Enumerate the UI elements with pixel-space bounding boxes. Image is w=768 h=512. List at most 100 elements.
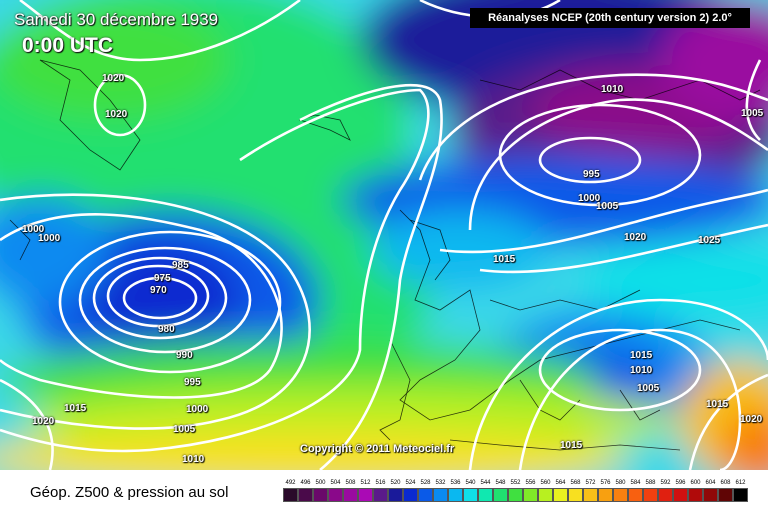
- scale-label: 504: [330, 480, 341, 486]
- scale-label: 496: [300, 480, 311, 486]
- scale-label: 516: [375, 480, 386, 486]
- isobar-label: 1015: [493, 254, 516, 265]
- scale-swatch: [358, 488, 373, 502]
- isobar-label: 1000: [578, 193, 601, 204]
- data-source-label: Réanalyses NCEP (20th century version 2)…: [470, 8, 750, 28]
- scale-swatch: [583, 488, 598, 502]
- scale-item: 512: [358, 478, 373, 502]
- scale-item: 508: [343, 478, 358, 502]
- scale-label: 556: [525, 480, 536, 486]
- scale-swatch: [463, 488, 478, 502]
- scale-label: 500: [315, 480, 326, 486]
- scale-swatch: [643, 488, 658, 502]
- scale-label: 576: [600, 480, 611, 486]
- scale-item: 592: [658, 478, 673, 502]
- geopotential-field: [0, 0, 768, 470]
- scale-swatch: [703, 488, 718, 502]
- scale-swatch: [568, 488, 583, 502]
- scale-label: 600: [690, 480, 701, 486]
- isobar-label: 1010: [630, 365, 653, 376]
- scale-item: 556: [523, 478, 538, 502]
- chart-time: 0:00 UTC: [22, 34, 114, 57]
- scale-item: 540: [463, 478, 478, 502]
- scale-swatch: [688, 488, 703, 502]
- scale-item: 604: [703, 478, 718, 502]
- scale-item: 532: [433, 478, 448, 502]
- scale-label: 540: [465, 480, 476, 486]
- scale-swatch: [538, 488, 553, 502]
- legend-footer: Géop. Z500 & pression au sol 492 496 500 50…: [0, 470, 768, 512]
- scale-swatch: [298, 488, 313, 502]
- isobar-label: 1020: [105, 109, 128, 120]
- scale-swatch: [733, 488, 748, 502]
- scale-label: 528: [420, 480, 431, 486]
- isobar-label: 1000: [38, 233, 61, 244]
- scale-label: 520: [390, 480, 401, 486]
- scale-item: 528: [418, 478, 433, 502]
- scale-swatch: [598, 488, 613, 502]
- scale-item: 588: [643, 478, 658, 502]
- geopotential-map-svg: [0, 0, 768, 470]
- scale-label: 536: [450, 480, 461, 486]
- scale-item: 600: [688, 478, 703, 502]
- scale-item: 516: [373, 478, 388, 502]
- scale-label: 604: [705, 480, 716, 486]
- scale-item: 572: [583, 478, 598, 502]
- scale-label: 508: [345, 480, 356, 486]
- isobars: [0, 0, 768, 470]
- scale-label: 512: [360, 480, 371, 486]
- scale-label: 524: [405, 480, 416, 486]
- isobar-label: 1010: [601, 84, 624, 95]
- scale-item: 576: [598, 478, 613, 502]
- isobar-label: 1015: [706, 399, 729, 410]
- scale-swatch: [493, 488, 508, 502]
- coastlines: [9, 59, 761, 451]
- scale-label: 532: [435, 480, 446, 486]
- scale-swatch: [508, 488, 523, 502]
- scale-item: 552: [508, 478, 523, 502]
- scale-label: 564: [555, 480, 566, 486]
- chart-caption: Géop. Z500 & pression au sol: [30, 484, 229, 501]
- scale-label: 552: [510, 480, 521, 486]
- scale-item: 544: [478, 478, 493, 502]
- isobar-label: 970: [150, 285, 167, 296]
- isobar-label: 975: [154, 273, 171, 284]
- isobar-label: 1020: [32, 416, 55, 427]
- scale-label: 580: [615, 480, 626, 486]
- scale-label: 608: [720, 480, 731, 486]
- isobar-label: 1010: [182, 454, 205, 465]
- isobar-label: 995: [184, 377, 201, 388]
- scale-item: 568: [568, 478, 583, 502]
- scale-label: 560: [540, 480, 551, 486]
- isobar-label: 1000: [186, 404, 209, 415]
- scale-swatch: [628, 488, 643, 502]
- isobar-label: 1005: [637, 383, 660, 394]
- copyright-notice: Copyright © 2011 Meteociel.fr: [300, 443, 455, 455]
- isobar-label: 990: [176, 350, 193, 361]
- color-scale: 492 496 500 504 508 512 516 520 524 528 532 536 540 5…: [283, 478, 748, 502]
- scale-item: 612: [733, 478, 748, 502]
- scale-label: 588: [645, 480, 656, 486]
- scale-swatch: [433, 488, 448, 502]
- scale-swatch: [313, 488, 328, 502]
- scale-item: 580: [613, 478, 628, 502]
- scale-label: 592: [660, 480, 671, 486]
- isobar-label: 1005: [596, 201, 619, 212]
- isobar-label: 1020: [102, 73, 125, 84]
- scale-label: 544: [480, 480, 491, 486]
- scale-label: 612: [735, 480, 746, 486]
- scale-swatch: [478, 488, 493, 502]
- scale-label: 572: [585, 480, 596, 486]
- scale-swatch: [343, 488, 358, 502]
- scale-swatch: [388, 488, 403, 502]
- scale-item: 504: [328, 478, 343, 502]
- isobar-label: 1005: [173, 424, 196, 435]
- isobar-label: 985: [172, 260, 189, 271]
- scale-swatch: [613, 488, 628, 502]
- weather-map: [0, 0, 768, 470]
- scale-item: 496: [298, 478, 313, 502]
- isobar-label: 1015: [560, 440, 583, 451]
- chart-date: Samedi 30 décembre 1939: [14, 10, 219, 29]
- scale-item: 560: [538, 478, 553, 502]
